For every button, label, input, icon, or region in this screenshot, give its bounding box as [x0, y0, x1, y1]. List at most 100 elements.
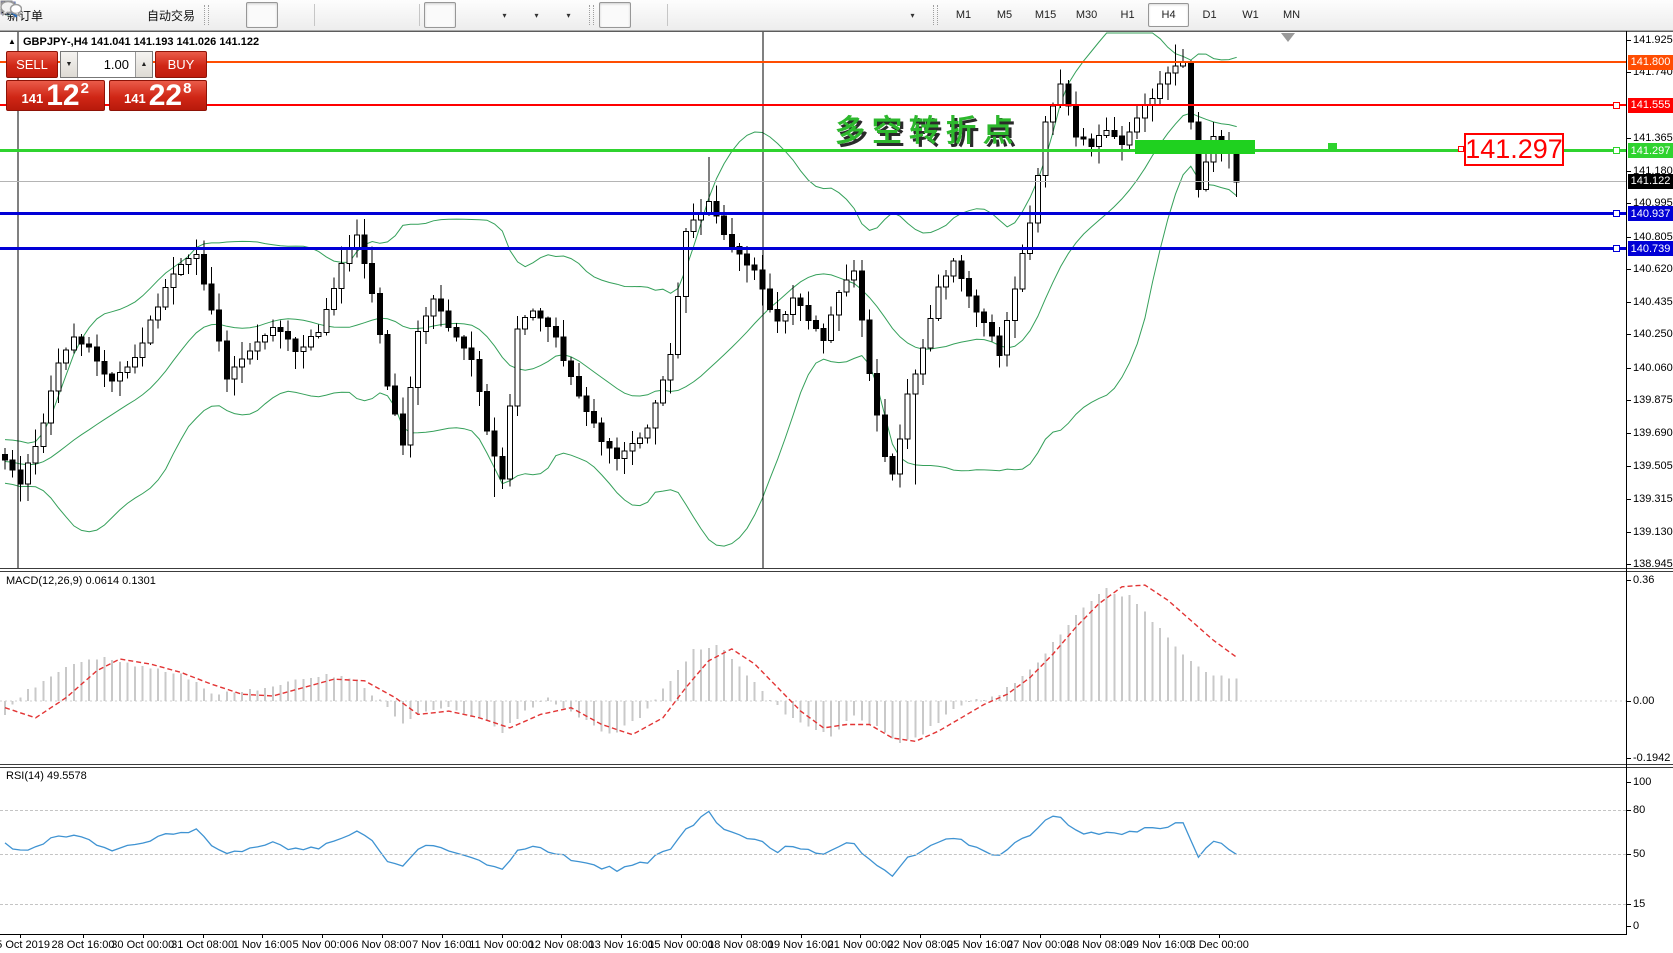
volume-down-button[interactable]: ▼ — [61, 52, 78, 77]
time-tick-label: 25 Oct 2019 — [0, 939, 50, 951]
time-tick — [740, 934, 742, 938]
horizontal-level-line[interactable] — [0, 104, 1626, 107]
candle-bearish — [484, 391, 490, 432]
buy-button[interactable]: BUY — [155, 51, 207, 78]
candle-bearish — [721, 215, 728, 235]
sell-button[interactable]: SELL — [6, 51, 58, 78]
symbol-name: GBPJPY-,H4 — [22, 36, 88, 48]
candle-bearish — [583, 395, 590, 413]
panel-separator[interactable] — [0, 568, 1673, 572]
candle-bullish — [55, 362, 62, 392]
timeframe-button-m15[interactable]: M15 — [1034, 9, 1057, 21]
macd-tick — [1627, 700, 1631, 702]
timeframe-button-m30[interactable]: M30 — [1075, 9, 1098, 21]
toolbar-grip[interactable] — [933, 5, 939, 25]
line-endpoint-handle[interactable] — [1613, 147, 1620, 155]
ask-price-box[interactable]: 141 22 8 — [108, 80, 207, 111]
arrows-dropdown-caret[interactable]: ▾ — [910, 10, 915, 20]
horizontal-level-line[interactable] — [0, 61, 1626, 63]
templates-dropdown-caret[interactable]: ▾ — [566, 10, 571, 20]
candle-bearish — [392, 385, 399, 415]
cursor-button[interactable] — [4, 1, 632, 28]
bollinger-band[interactable] — [4, 32, 1237, 444]
candle-bearish — [568, 360, 575, 377]
candle-bearish — [866, 319, 873, 375]
bollinger-middle-band[interactable] — [4, 112, 1237, 466]
time-tick — [142, 934, 144, 938]
candle-bearish — [86, 343, 93, 348]
price-axis[interactable] — [1626, 31, 1627, 934]
candle-bearish — [399, 413, 406, 446]
timeframe-button-w1[interactable]: W1 — [1242, 9, 1259, 21]
candle-bullish — [943, 275, 949, 288]
highlight-bar[interactable] — [1135, 139, 1255, 154]
price-callout-box[interactable]: 141.297 — [1464, 133, 1564, 166]
time-tick-label: 22 Nov 08:00 — [887, 939, 953, 951]
candlestick-chart-button[interactable] — [1, 1, 279, 28]
price-tick — [1627, 301, 1631, 303]
volume-up-button[interactable]: ▲ — [135, 52, 152, 77]
time-tick-label: 7 Nov 16:00 — [412, 939, 472, 951]
timeframe-button-d1[interactable]: D1 — [1202, 9, 1217, 21]
price-tick — [1627, 138, 1631, 140]
collapse-triangle-icon[interactable]: ▲ — [8, 37, 16, 46]
time-axis[interactable] — [0, 934, 1627, 935]
volume-value[interactable]: 1.00 — [78, 52, 135, 77]
candle-bearish — [476, 358, 483, 393]
horizontal-level-line[interactable] — [0, 212, 1626, 216]
timeframe-button-m5[interactable]: M5 — [996, 9, 1013, 21]
candle-bearish — [223, 340, 230, 380]
ask-pip-digit: 8 — [183, 80, 192, 97]
price-callout-anchor[interactable] — [1458, 146, 1464, 152]
candle-bullish — [522, 316, 529, 330]
candle-bullish — [652, 402, 659, 429]
toolbar-grip[interactable] — [589, 5, 595, 25]
candle-bullish — [927, 317, 934, 349]
rsi-line — [4, 810, 1238, 878]
candle-bullish — [1164, 72, 1171, 85]
timeframe-button-mn[interactable]: MN — [1282, 9, 1301, 21]
price-tick-label: 139.505 — [1633, 459, 1673, 472]
autotrading-label: 自动交易 — [147, 8, 196, 23]
indicators-dropdown-caret[interactable]: ▾ — [502, 10, 507, 20]
candle-bearish — [981, 311, 988, 324]
toolbar-grip[interactable] — [204, 5, 210, 25]
macd-tick — [1627, 579, 1631, 581]
candle-bearish — [2, 454, 8, 461]
bollinger-band[interactable] — [4, 165, 1238, 547]
candle-bullish — [1126, 131, 1133, 146]
line-anchor-handle[interactable] — [1328, 143, 1337, 152]
time-tick-label: 27 Nov 00:00 — [1007, 939, 1073, 951]
line-endpoint-handle[interactable] — [1613, 245, 1620, 253]
candle-bullish — [116, 372, 123, 382]
time-tick — [1219, 934, 1221, 938]
periods-dropdown-caret[interactable]: ▾ — [534, 10, 539, 20]
candle-bullish — [170, 273, 177, 289]
candle-bearish — [1088, 138, 1095, 147]
candle-bullish — [422, 315, 429, 333]
time-tick-label: 6 Nov 08:00 — [352, 939, 412, 951]
timeframe-button-m1[interactable]: M1 — [955, 9, 972, 21]
panel-separator[interactable] — [0, 764, 1673, 768]
time-tick — [83, 934, 84, 938]
candle-bullish — [139, 342, 146, 359]
community-chat-icon[interactable] — [0, 0, 22, 18]
candle-bullish — [1011, 288, 1018, 321]
time-tick-label: 25 Nov 16:00 — [947, 939, 1013, 951]
chart-shift-marker[interactable] — [1281, 33, 1295, 42]
bid-price-box[interactable]: 141 12 2 — [6, 80, 105, 111]
rsi-level-line — [0, 810, 1626, 812]
candle-bullish — [346, 248, 353, 265]
price-level-label: 140.937 — [1628, 206, 1673, 222]
time-tick — [1159, 934, 1161, 938]
timeframe-button-h1[interactable]: H1 — [1120, 9, 1135, 21]
candle-bullish — [935, 286, 942, 319]
timeframe-button-h4[interactable]: H4 — [1148, 3, 1190, 27]
line-endpoint-handle[interactable] — [1613, 210, 1620, 218]
price-tick-label: 139.875 — [1633, 394, 1673, 407]
horizontal-level-line[interactable] — [0, 247, 1626, 251]
line-endpoint-handle[interactable] — [1613, 101, 1620, 109]
horizontal-level-line[interactable] — [0, 149, 1626, 153]
chart-text-annotation[interactable]: 多空转折点 — [835, 115, 1020, 148]
chart-window[interactable] — [0, 31, 1673, 953]
